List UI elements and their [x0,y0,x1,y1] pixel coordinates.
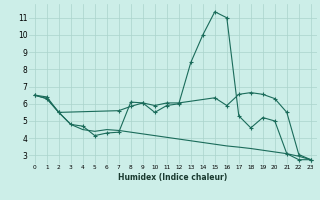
X-axis label: Humidex (Indice chaleur): Humidex (Indice chaleur) [118,173,228,182]
